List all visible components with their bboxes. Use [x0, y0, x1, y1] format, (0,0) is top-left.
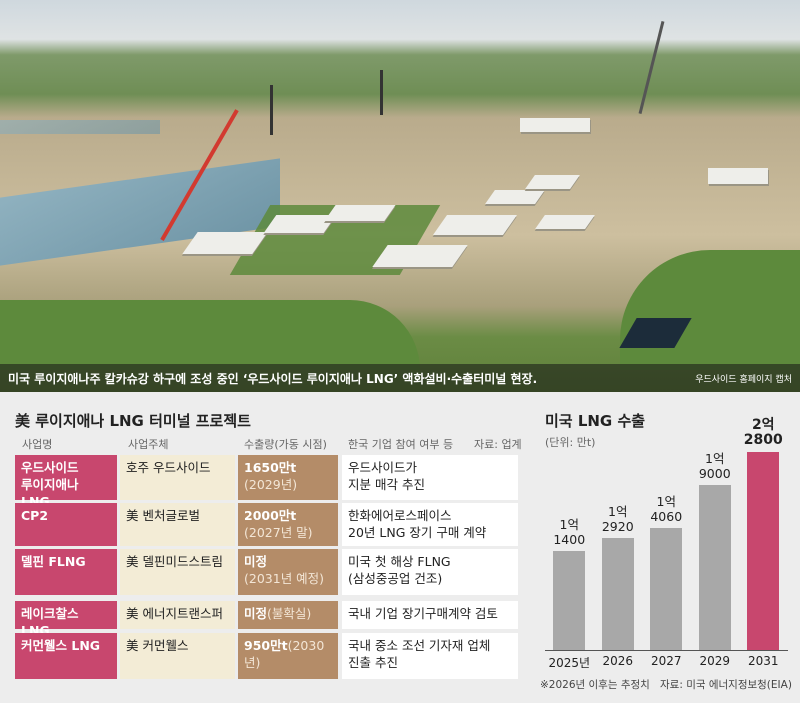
table-source: 자료: 업계: [474, 438, 522, 451]
project-name: 커먼웰스 LNG: [15, 633, 117, 679]
value-label: 1억 2920: [601, 503, 634, 534]
bar: [650, 527, 683, 650]
value-label: 2억 2800: [743, 417, 783, 449]
export-volume-cell: 2000만t (2027년 말): [238, 503, 338, 546]
table-header: 사업주체: [128, 438, 169, 451]
project-owner: 美 에너지트랜스퍼: [120, 601, 235, 629]
value-label: 1억 1400: [553, 517, 586, 548]
export-volume: 1650만t: [244, 460, 297, 475]
bar: [601, 537, 634, 650]
project-owner: 美 커먼웰스: [120, 633, 235, 679]
korea-participation: 미국 첫 해상 FLNG (삼성중공업 건조): [342, 549, 518, 595]
table-header: 사업명: [22, 438, 53, 451]
export-volume: 미정: [244, 554, 268, 569]
table-title: 美 루이지애나 LNG 터미널 프로젝트: [15, 412, 251, 430]
project-name: 레이크찰스 LNG: [15, 601, 117, 638]
chart-title: 미국 LNG 수출: [545, 412, 646, 430]
project-owner: 美 델핀미드스트림: [120, 549, 235, 595]
x-tick-label: 2026: [602, 654, 634, 668]
photo-credit: 우드사이드 홈페이지 캡처: [695, 375, 792, 385]
project-name: CP2: [15, 503, 117, 546]
chart-note: ※2026년 이후는 추정치: [540, 679, 650, 691]
export-volume: 950만t: [244, 638, 288, 653]
table-header: 한국 기업 참여 여부 등: [348, 438, 454, 451]
export-volume-cell: 1650만t (2029년): [238, 455, 338, 500]
operation-timing: (2027년 말): [244, 525, 313, 540]
x-tick-label: 2031: [747, 654, 779, 668]
photo-caption-bar: 미국 루이지애나주 칼카슈강 하구에 조성 중인 ‘우드사이드 루이지애나 LN…: [0, 364, 800, 392]
korea-participation: 한화에어로스페이스 20년 LNG 장기 구매 계약: [342, 503, 518, 546]
terminal-photo: [0, 0, 800, 392]
project-owner: 美 벤처글로벌: [120, 503, 235, 546]
bar: [747, 452, 780, 650]
operation-timing: (불확실): [267, 606, 312, 621]
x-tick-label: 2029: [699, 654, 731, 668]
table-header: 수출량(가동 시점): [244, 438, 327, 451]
value-label: 1억 4060: [650, 493, 683, 524]
bar: [698, 485, 731, 650]
operation-timing: (2029년): [244, 477, 298, 492]
operation-timing: (2030년): [244, 638, 325, 670]
x-tick-label: 2025년: [548, 656, 591, 670]
x-tick-label: 2027: [650, 654, 682, 668]
chart-source: 자료: 미국 에너지정보청(EIA): [660, 679, 792, 691]
export-volume-cell: 미정 (2031년 예정): [238, 549, 338, 595]
export-volume: 2000만t: [244, 508, 297, 523]
export-volume-cell: 950만t(2030년): [238, 633, 338, 679]
export-volume: 미정: [244, 606, 268, 621]
project-name: 델핀 FLNG: [15, 549, 117, 595]
baseline: [545, 650, 788, 651]
value-label: 1억 9000: [698, 451, 731, 482]
korea-participation: 우드사이드가 지분 매각 추진: [342, 455, 518, 500]
operation-timing: (2031년 예정): [244, 571, 325, 586]
korea-participation: 국내 기업 장기구매계약 검토: [342, 601, 518, 629]
korea-participation: 국내 중소 조선 기자재 업체 진출 추진: [342, 633, 518, 679]
bar: [553, 551, 586, 650]
chart-unit: (단위: 만t): [545, 436, 596, 449]
export-volume-cell: 미정(불확실): [238, 601, 338, 629]
project-name: 우드사이드 루이지애나 LNG: [15, 455, 117, 509]
project-owner: 호주 우드사이드: [120, 455, 235, 500]
photo-caption: 미국 루이지애나주 칼카슈강 하구에 조성 중인 ‘우드사이드 루이지애나 LN…: [8, 372, 538, 386]
